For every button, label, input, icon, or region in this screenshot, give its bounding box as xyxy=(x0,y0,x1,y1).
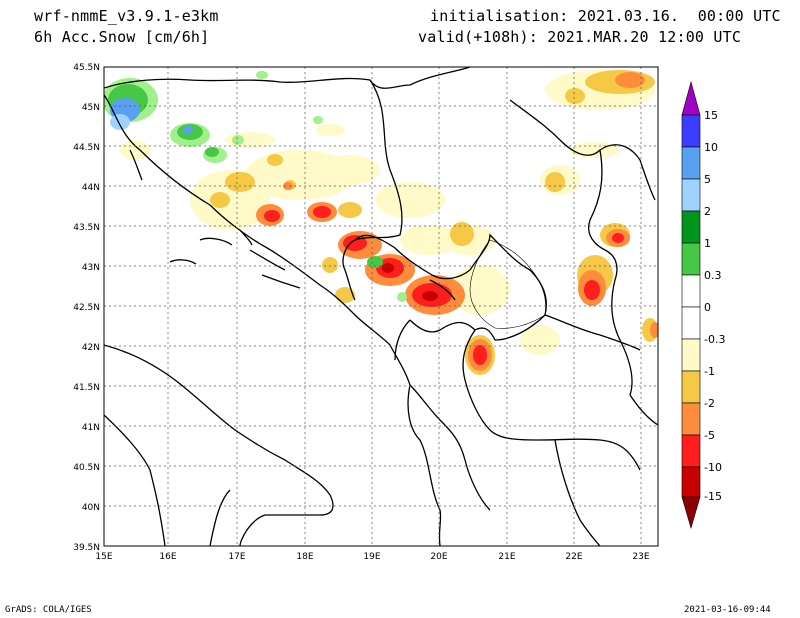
lat-label: 45N xyxy=(82,103,100,113)
lon-label: 20E xyxy=(430,552,447,562)
gridlines xyxy=(104,67,658,546)
lat-label: 42.5N xyxy=(73,303,100,313)
colorbar xyxy=(681,80,701,530)
valid-time: valid(+108h): 2021.MAR.20 12:00 UTC xyxy=(418,28,742,46)
colorbar-label: -10 xyxy=(704,461,722,474)
colorbar-label: 5 xyxy=(704,173,711,186)
colorbar-label: -2 xyxy=(704,397,715,410)
model-title: wrf-nmmE_v3.9.1-e3km xyxy=(34,7,219,25)
lon-label: 22E xyxy=(565,552,582,562)
colorbar-labels: 15 10 5 2 1 0.3 0 -0.3 -1 -2 -5 -10 -15 xyxy=(704,109,725,503)
lat-label: 43N xyxy=(82,263,100,273)
lat-label: 44.5N xyxy=(73,143,100,153)
lon-label: 18E xyxy=(296,552,313,562)
colorbar-label: 1 xyxy=(704,237,711,250)
coastlines-borders xyxy=(104,67,658,546)
colorbar-label: -0.3 xyxy=(704,333,725,346)
lon-label: 16E xyxy=(159,552,176,562)
colorbar-label: 15 xyxy=(704,109,718,122)
colorbar-label: 0.3 xyxy=(704,269,722,282)
lat-label: 42N xyxy=(82,343,100,353)
lat-label: 43.5N xyxy=(73,223,100,233)
colorbar-label: 10 xyxy=(704,141,718,154)
lon-label: 15E xyxy=(95,552,112,562)
colorbar-label: 2 xyxy=(704,205,711,218)
lon-axis: 15E 16E 17E 18E 19E 20E 21E 22E 23E xyxy=(95,552,649,562)
colorbar-label: -5 xyxy=(704,429,715,442)
lat-axis: 45.5N 45N 44.5N 44N 43.5N 43N 42.5N 42N … xyxy=(73,63,100,553)
lat-label: 39.5N xyxy=(73,543,100,553)
snow-field xyxy=(104,70,658,375)
colorbar-label: -15 xyxy=(704,490,722,503)
lon-label: 17E xyxy=(228,552,245,562)
map-frame xyxy=(103,66,659,547)
field-title: 6h Acc.Snow [cm/6h] xyxy=(34,28,210,46)
lat-label: 41N xyxy=(82,423,100,433)
lon-label: 23E xyxy=(632,552,649,562)
colorbar-label: 0 xyxy=(704,301,711,314)
colorbar-label: -1 xyxy=(704,365,715,378)
init-time: initialisation: 2021.03.16. 00:00 UTC xyxy=(430,7,781,25)
lon-label: 21E xyxy=(498,552,515,562)
lat-label: 44N xyxy=(82,183,100,193)
lat-label: 41.5N xyxy=(73,383,100,393)
lat-label: 45.5N xyxy=(73,63,100,73)
render-timestamp: 2021-03-16-09:44 xyxy=(684,605,771,615)
lon-label: 19E xyxy=(363,552,380,562)
lat-label: 40.5N xyxy=(73,463,100,473)
lat-label: 40N xyxy=(82,503,100,513)
grads-credit: GrADS: COLA/IGES xyxy=(5,605,92,615)
